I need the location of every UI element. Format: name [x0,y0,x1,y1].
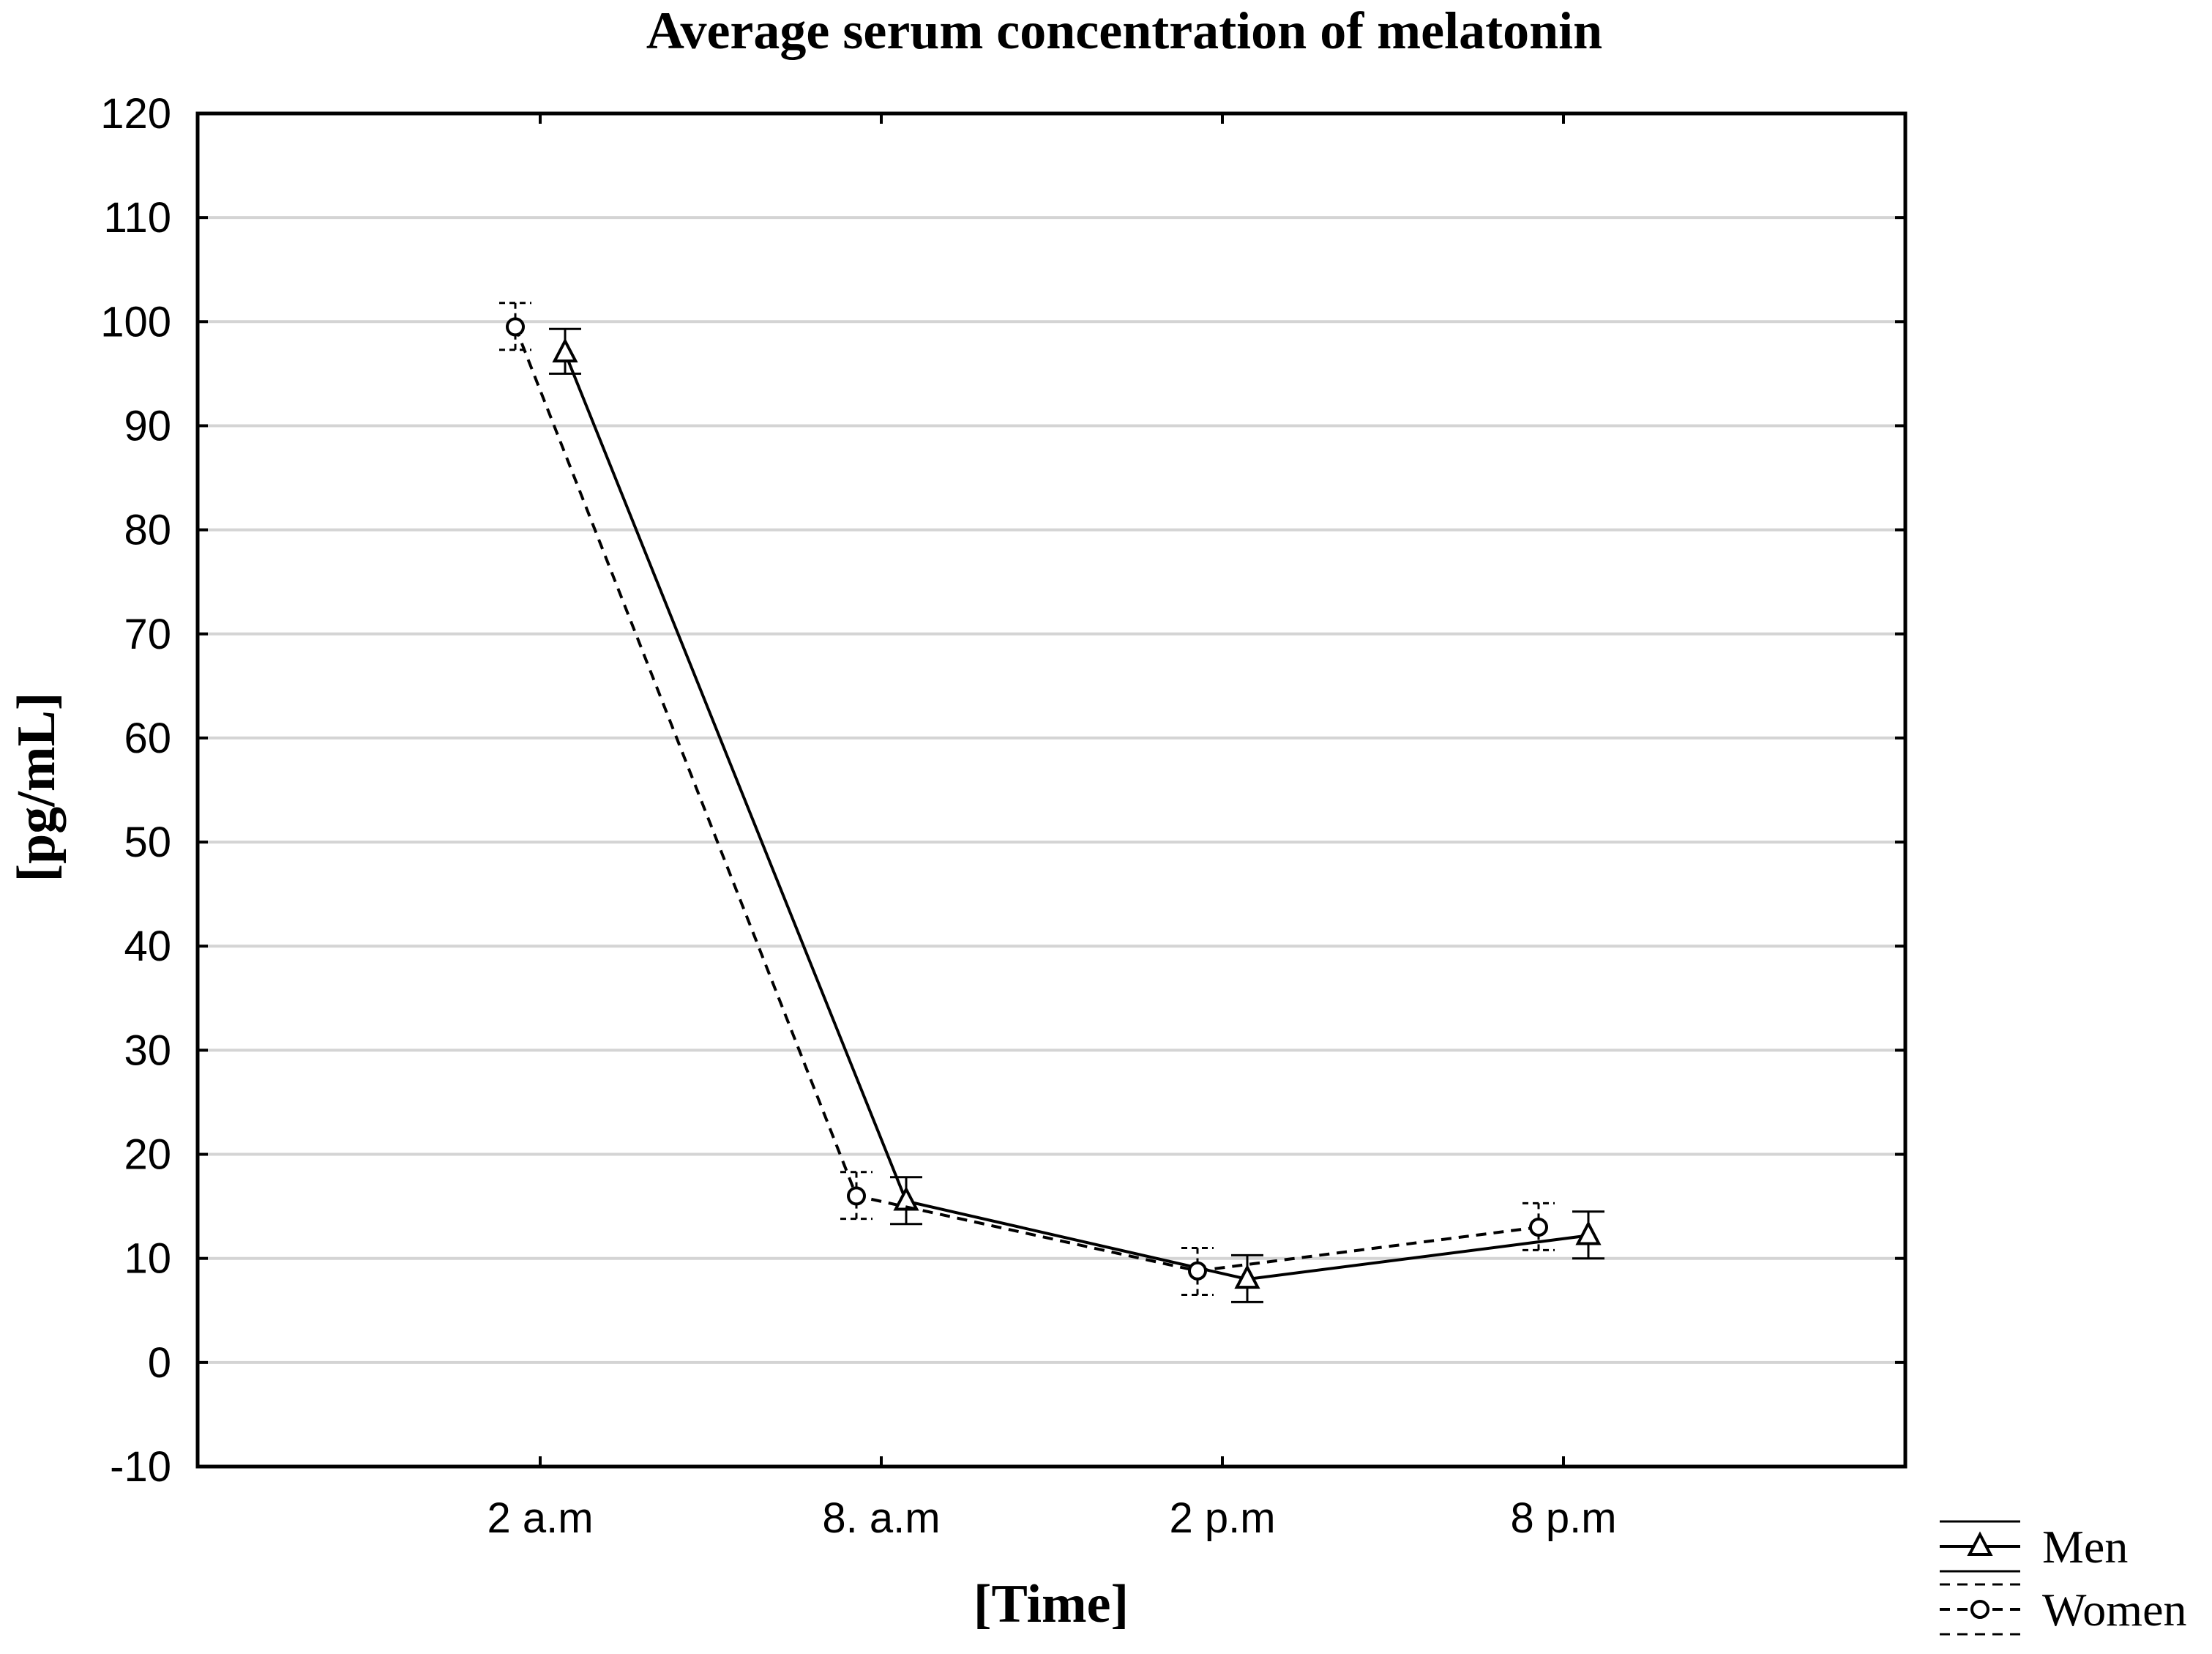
men-series-line [564,352,1589,1281]
y-tick-label: 20 [124,1131,171,1179]
series-layer [499,302,1604,1303]
y-tick-label: 30 [124,1027,171,1074]
women-data-point [506,317,525,337]
y-tick-label: 80 [124,507,171,554]
men-data-point [1575,1220,1602,1245]
y-tick-label: 70 [124,611,171,658]
x-axis-label: [Time] [974,1574,1129,1634]
y-tick-label: 40 [124,923,171,970]
y-tick-label: 0 [148,1339,171,1387]
y-axis-label: [pg/mL] [7,693,67,882]
women-data-point [847,1186,866,1206]
x-axis-ticks: 2 a.m 8. a.m 2 p.m 8 p.m [487,113,1617,1542]
plot-frame [195,111,1908,1469]
chart-title: Average serum concentration of melatonin [646,1,1602,60]
y-tick-label: 120 [100,90,171,138]
men-data-point [552,338,578,363]
legend-women-marker [1970,1600,1989,1619]
men-data-point [1234,1264,1260,1289]
women-series-line [514,326,1539,1273]
y-tick-label: 90 [124,402,171,450]
y-tick-label: 100 [100,298,171,346]
legend-men-marker [1967,1531,1993,1557]
x-tick-label: 8 p.m [1510,1494,1616,1542]
x-tick-label: 2 p.m [1169,1494,1275,1542]
legend-men-label: Men [2042,1521,2128,1573]
y-axis-ticks: -10 0 10 20 30 40 50 60 70 80 90 100 110 120 [100,90,1905,1491]
plot-frame-rect [195,111,1908,1469]
y-tick-label: 110 [104,194,171,242]
y-tick-label: 10 [124,1235,171,1283]
y-tick-label: 50 [124,819,171,866]
men-data-point [893,1185,919,1211]
gridlines [198,216,1905,1364]
x-tick-label: 8. a.m [822,1494,940,1542]
y-tick-label: 60 [124,715,171,762]
x-tick-label: 2 a.m [487,1494,593,1542]
legend-women-label: Women [2042,1584,2186,1636]
women-data-point [1529,1218,1548,1237]
legend: Men Women [1940,1520,2186,1636]
y-tick-label: -10 [110,1443,171,1491]
women-data-point [1188,1261,1207,1281]
